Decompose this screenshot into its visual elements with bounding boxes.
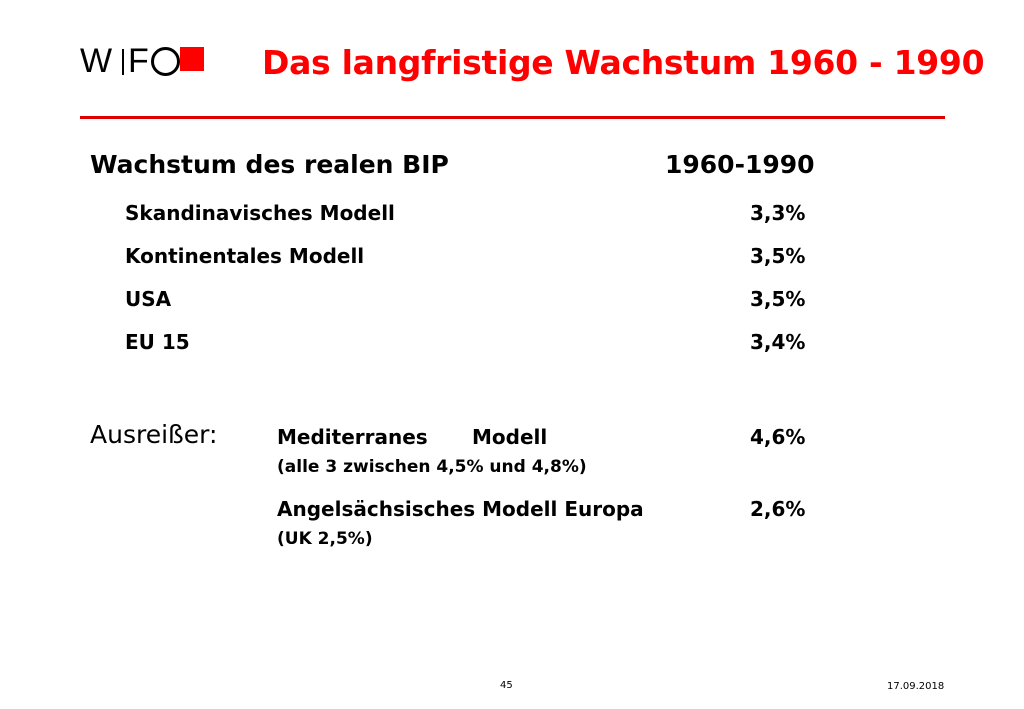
logo-circle-icon — [151, 47, 180, 76]
row-label-kontinental: Kontinentales Modell — [125, 244, 365, 268]
outlier-mediterran-name-a: Mediterranes — [277, 425, 428, 449]
outlier-angelsaechsisch-name: Angelsächsisches Modell Europa — [277, 497, 644, 521]
logo-letter-f: F — [128, 42, 149, 80]
outlier-angelsaechsisch-note: (UK 2,5%) — [277, 529, 373, 549]
outliers-label: Ausreißer: — [90, 420, 218, 449]
page-number: 45 — [500, 680, 513, 691]
row-label-eu15: EU 15 — [125, 330, 190, 354]
title-underline — [80, 116, 945, 119]
logo-square-icon — [180, 47, 204, 71]
outlier-mediterran-note: (alle 3 zwischen 4,5% und 4,8%) — [277, 457, 587, 477]
outlier-mediterran-value: 4,6% — [750, 425, 806, 449]
row-label-skandinavisch: Skandinavisches Modell — [125, 201, 395, 225]
row-value-eu15: 3,4% — [750, 330, 806, 354]
row-label-usa: USA — [125, 287, 172, 311]
logo-bar — [122, 49, 124, 75]
slide-title: Das langfristige Wachstum 1960 - 1990 — [262, 43, 985, 82]
heading-period: 1960-1990 — [665, 150, 815, 179]
footer-date: 17.09.2018 — [887, 681, 945, 692]
row-value-kontinental: 3,5% — [750, 244, 806, 268]
outlier-angelsaechsisch-value: 2,6% — [750, 497, 806, 521]
logo-letter-w: W — [80, 42, 113, 80]
wifo-logo: W F — [80, 42, 230, 80]
row-value-usa: 3,5% — [750, 287, 806, 311]
row-value-skandinavisch: 3,3% — [750, 201, 806, 225]
outlier-mediterran-name-b: Modell — [472, 425, 548, 449]
heading-label: Wachstum des realen BIP — [90, 150, 449, 179]
